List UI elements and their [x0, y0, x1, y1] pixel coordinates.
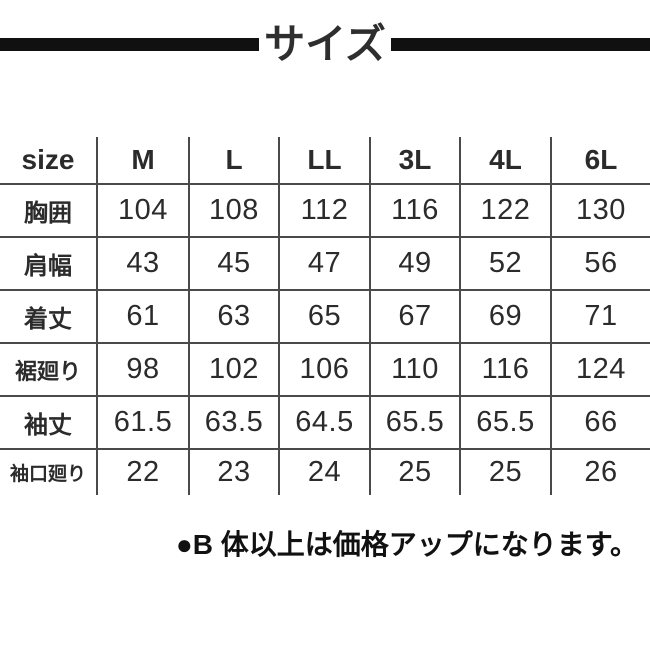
table-cell: 47 — [279, 237, 371, 290]
table-cell: 112 — [279, 184, 371, 237]
row-label-chest: 胸囲 — [0, 184, 98, 237]
title-left-bar — [0, 37, 260, 51]
table-cell: 61.5 — [97, 396, 190, 449]
table-cell: 110 — [370, 343, 461, 396]
price-note: ●B 体以上は価格アップになります。 — [175, 529, 638, 560]
col-header-size: size — [0, 137, 98, 184]
page-title: サイズ — [264, 20, 386, 67]
table-cell: 65 — [279, 290, 371, 343]
table-cell: 43 — [97, 237, 190, 290]
table-cell: 45 — [189, 237, 280, 290]
col-header-4l: 4L — [460, 137, 552, 184]
table-cell: 25 — [370, 449, 461, 495]
table-cell: 66 — [584, 406, 618, 438]
table-row-chest: 胸囲 104 108 112 116 122 130 — [0, 184, 650, 237]
table-cell: 108 — [189, 184, 280, 237]
col-header-ll: LL — [279, 137, 371, 184]
col-header-3l: 3L — [370, 137, 461, 184]
table-row-sleeve-length: 袖丈 61.5 63.5 64.5 65.5 65.5 66 — [0, 396, 650, 449]
table-cell: 69 — [460, 290, 552, 343]
table-cell: 116 — [460, 343, 552, 396]
table-cell: 124 — [576, 353, 626, 385]
table-cell: 106 — [279, 343, 371, 396]
size-table: size M L LL 3L 4L 6L 胸囲 104 108 112 116 … — [0, 137, 650, 495]
table-cell: 23 — [189, 449, 280, 495]
table-cell: 130 — [576, 194, 626, 226]
table-cell: 24 — [279, 449, 371, 495]
table-cell: 67 — [370, 290, 461, 343]
table-row-hem: 裾廻り 98 102 106 110 116 124 — [0, 343, 650, 396]
row-label-body-length: 着丈 — [0, 290, 98, 343]
row-label-cuff: 袖口廻り — [0, 449, 98, 495]
col-header-6l: 6L — [584, 144, 618, 175]
table-row-body-length: 着丈 61 63 65 67 69 71 — [0, 290, 650, 343]
table-cell: 71 — [584, 300, 618, 332]
table-cell: 63 — [189, 290, 280, 343]
table-cell: 65.5 — [370, 396, 461, 449]
row-label-shoulder: 肩幅 — [0, 237, 98, 290]
table-cell: 49 — [370, 237, 461, 290]
col-header-l: L — [189, 137, 280, 184]
table-cell: 22 — [97, 449, 190, 495]
table-cell: 63.5 — [189, 396, 280, 449]
table-cell: 122 — [460, 184, 552, 237]
table-cell: 26 — [584, 456, 618, 488]
table-cell: 102 — [189, 343, 280, 396]
title-right-bar — [390, 37, 650, 51]
table-cell: 98 — [97, 343, 190, 396]
col-header-m: M — [97, 137, 190, 184]
table-cell: 64.5 — [279, 396, 371, 449]
table-row-cuff: 袖口廻り 22 23 24 25 25 26 — [0, 449, 650, 495]
table-cell: 25 — [460, 449, 552, 495]
table-row-shoulder: 肩幅 43 45 47 49 52 56 — [0, 237, 650, 290]
table-cell: 52 — [460, 237, 552, 290]
table-cell: 104 — [97, 184, 190, 237]
table-cell: 61 — [97, 290, 190, 343]
table-cell: 65.5 — [460, 396, 552, 449]
table-header-row: size M L LL 3L 4L 6L — [0, 137, 650, 184]
row-label-sleeve-length: 袖丈 — [0, 396, 98, 449]
row-label-hem: 裾廻り — [0, 343, 98, 396]
table-cell: 116 — [370, 184, 461, 237]
table-cell: 56 — [584, 247, 618, 279]
title-header: サイズ — [0, 22, 650, 66]
